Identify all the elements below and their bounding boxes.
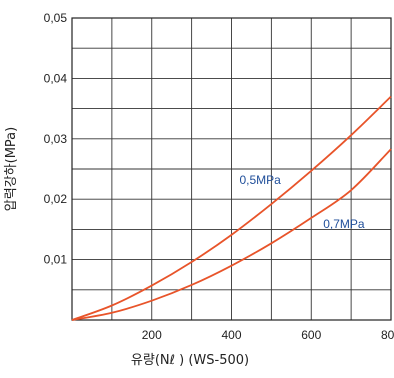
x-tick-label: 800 (381, 328, 394, 342)
x-tick-label: 400 (221, 328, 241, 342)
series-line-2 (71, 148, 392, 321)
x-tick-label: 600 (301, 328, 321, 342)
x-axis-label: 유량(Nℓ ) (WS-500) (131, 353, 249, 368)
ticks: 200 400 600 800 0,01 0,02 0,03 0,04 0,05 (44, 11, 394, 342)
y-tick-label: 0,03 (44, 132, 68, 146)
y-tick-label: 0,01 (44, 253, 68, 267)
y-axis-label: 압력강하(MPa) (4, 127, 19, 211)
series-line-1 (71, 95, 392, 321)
grid (72, 18, 391, 320)
series-label-2: 0,7MPa (323, 217, 365, 231)
y-tick-label: 0,04 (44, 71, 68, 85)
y-tick-label: 0,05 (44, 11, 68, 25)
y-tick-label: 0,02 (44, 192, 68, 206)
series-label-1: 0,5MPa (239, 173, 281, 187)
series (71, 95, 392, 321)
series-labels: 0,5MPa 0,7MPa (239, 173, 364, 231)
plot-frame (71, 17, 392, 321)
x-tick-label: 200 (142, 328, 162, 342)
